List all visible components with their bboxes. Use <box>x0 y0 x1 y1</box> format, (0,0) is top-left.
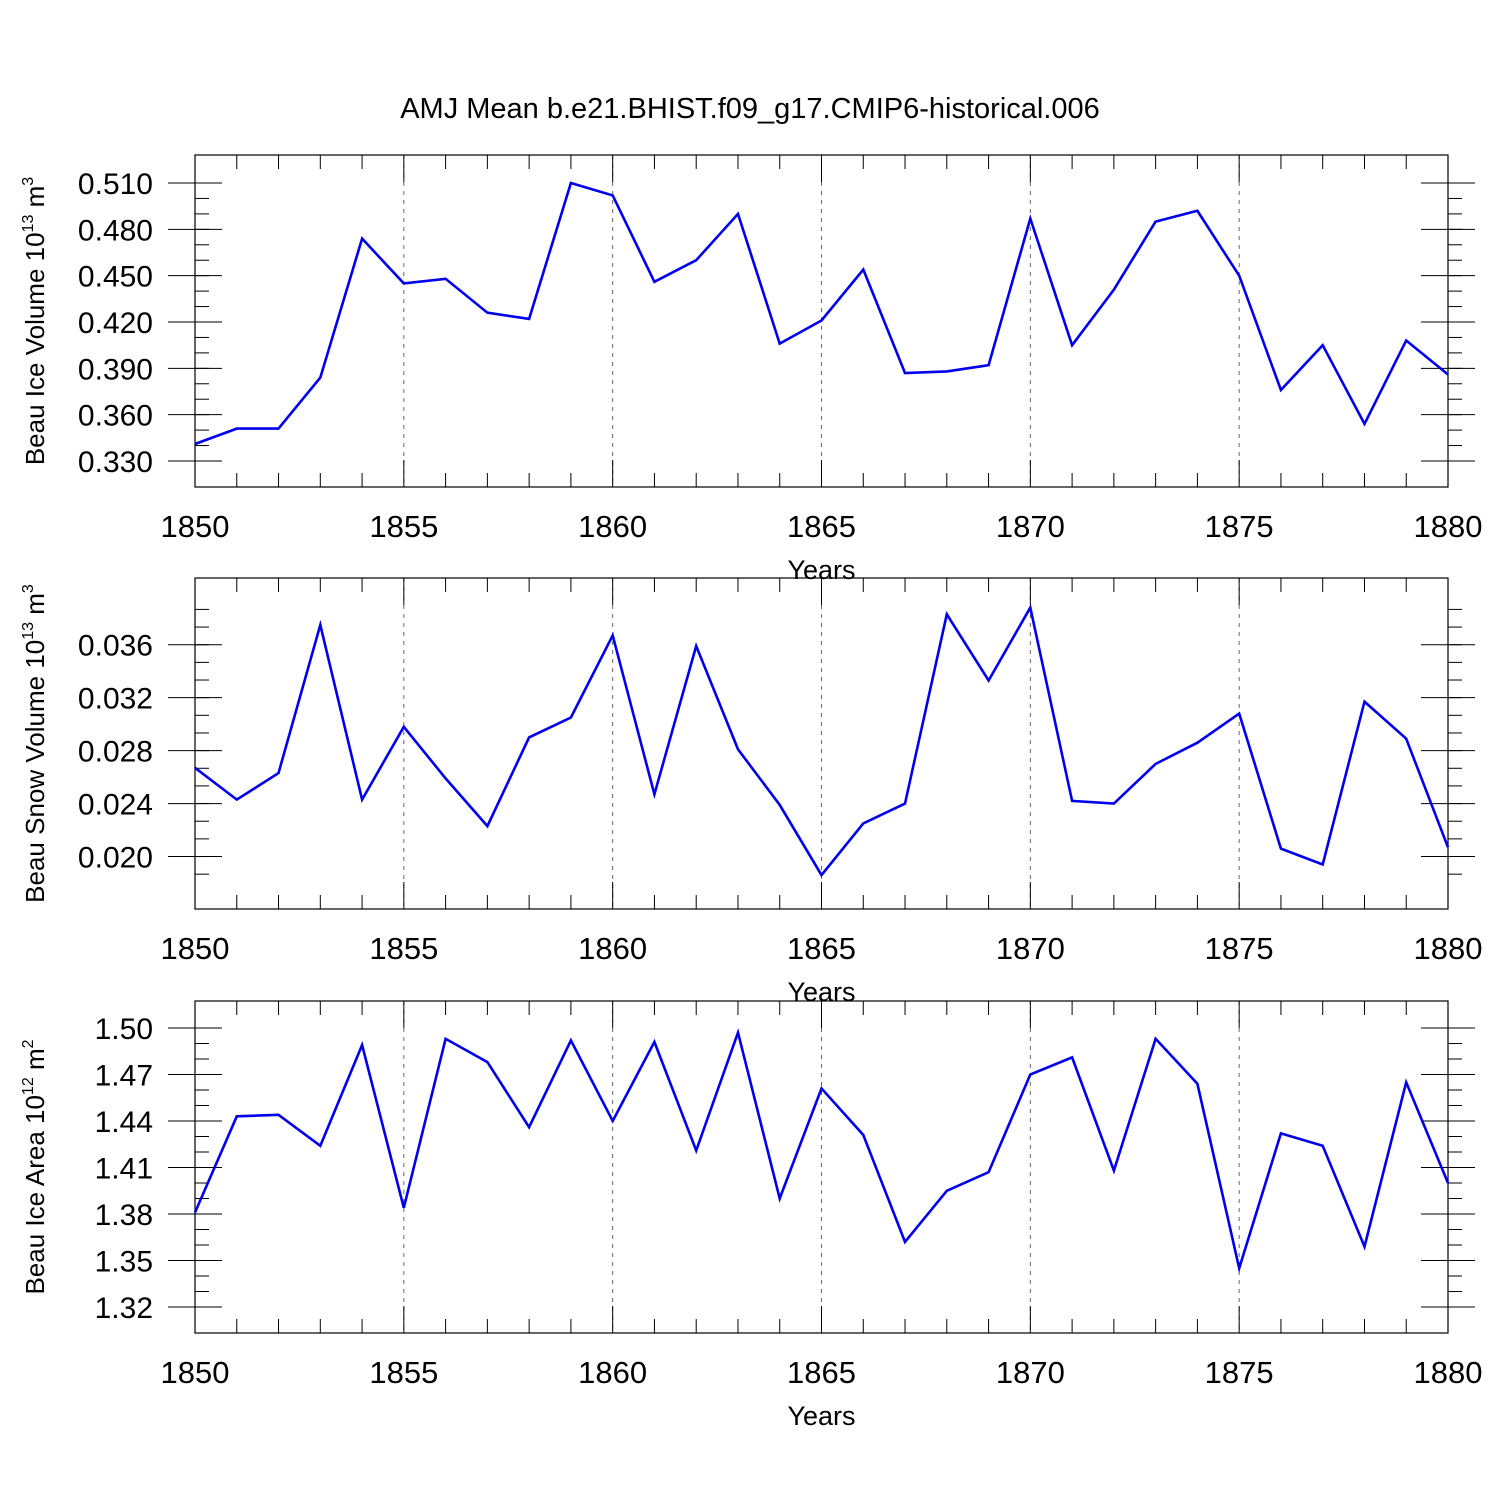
y-tick-label: 0.032 <box>78 683 153 716</box>
y-tick-label: 0.024 <box>78 789 153 822</box>
panel-2: 0.020 0.024 0.028 0.032 0.036 1850 1855 1860 186… <box>20 577 1483 1007</box>
y-tick-label: 0.330 <box>78 446 153 479</box>
y-axis-label-unit: m <box>20 186 50 215</box>
x-tick-label: 1860 <box>578 931 647 966</box>
y-axis-label-unit: m <box>20 593 50 622</box>
x-tick-label: 1850 <box>161 509 230 544</box>
y-tick-label: 0.028 <box>78 736 153 769</box>
y-axis-label-unit-exponent: 2 <box>20 1039 37 1048</box>
panel-1: 0.330 0.360 0.390 0.420 0.450 0.480 0.510 1850 1… <box>20 154 1483 585</box>
y-axis-label-main: Beau Snow Volume 10 <box>20 640 50 903</box>
series-line <box>194 181 1449 446</box>
x-tick-label: 1860 <box>578 1355 647 1390</box>
y-axis-label: Beau Snow Volume 1013 m3 <box>20 584 50 903</box>
series-line <box>193 1028 1450 1274</box>
series-line <box>194 604 1450 878</box>
y-tick-label: 0.360 <box>78 400 153 433</box>
y-tick-label: 0.450 <box>78 261 153 294</box>
x-tick-label: 1880 <box>1414 931 1483 966</box>
x-tick-label: 1870 <box>996 931 1065 966</box>
y-tick-label: 1.50 <box>95 1013 153 1046</box>
y-tick-label: 0.420 <box>78 307 153 340</box>
y-axis-label-unit-exponent: 3 <box>20 584 37 593</box>
y-axis-label-unit-exponent: 3 <box>20 177 37 186</box>
x-tick-label: 1850 <box>161 931 230 966</box>
y-tick-label: 1.38 <box>95 1199 153 1232</box>
x-tick-label: 1855 <box>369 509 438 544</box>
x-tick-label: 1875 <box>1205 509 1274 544</box>
y-tick-label: 0.480 <box>78 214 153 247</box>
y-axis-label-unit: m <box>20 1048 50 1077</box>
y-tick-label: 1.35 <box>95 1246 153 1279</box>
y-tick-label: 0.390 <box>78 353 153 386</box>
x-tick-label: 1860 <box>578 509 647 544</box>
x-tick-label: 1850 <box>161 1355 230 1390</box>
x-tick-label: 1880 <box>1414 1355 1483 1390</box>
y-axis-label: Beau Ice Area 1012 m2 <box>20 1039 50 1294</box>
x-axis-label: Years <box>787 1401 855 1431</box>
y-axis-label-exponent: 12 <box>20 1077 37 1095</box>
y-tick-label: 1.47 <box>95 1060 153 1093</box>
panel-3: 1.32 1.35 1.38 1.41 1.44 1.47 1.50 1850 1855 1860… <box>20 1000 1483 1431</box>
x-tick-label: 1880 <box>1414 509 1483 544</box>
x-tick-label: 1875 <box>1205 1355 1274 1390</box>
y-tick-label: 0.036 <box>78 630 153 663</box>
y-tick-label: 1.44 <box>95 1106 153 1139</box>
plot-frame <box>194 1000 1449 1334</box>
x-tick-label: 1855 <box>369 1355 438 1390</box>
x-tick-label: 1870 <box>996 509 1065 544</box>
y-axis-label: Beau Ice Volume 1013 m3 <box>20 177 50 465</box>
y-tick-label: 0.020 <box>78 842 153 875</box>
y-tick-label: 1.32 <box>95 1292 153 1325</box>
x-tick-label: 1870 <box>996 1355 1065 1390</box>
chart-title: AMJ Mean b.e21.BHIST.f09_g17.CMIP6-histo… <box>400 93 1100 125</box>
x-tick-label: 1865 <box>787 1355 856 1390</box>
y-tick-label: 1.41 <box>95 1153 153 1186</box>
y-axis-label-main: Beau Ice Volume 10 <box>20 232 50 465</box>
y-axis-label-exponent: 13 <box>20 215 37 233</box>
y-tick-label: 0.510 <box>78 168 153 201</box>
y-axis-label-main: Beau Ice Area 10 <box>20 1095 50 1294</box>
x-tick-label: 1875 <box>1205 931 1274 966</box>
plot-frame <box>194 577 1449 910</box>
plot-frame <box>194 154 1449 488</box>
x-tick-label: 1865 <box>787 509 856 544</box>
y-axis-label-exponent: 13 <box>20 622 37 640</box>
x-tick-label: 1865 <box>787 931 856 966</box>
x-tick-label: 1855 <box>369 931 438 966</box>
